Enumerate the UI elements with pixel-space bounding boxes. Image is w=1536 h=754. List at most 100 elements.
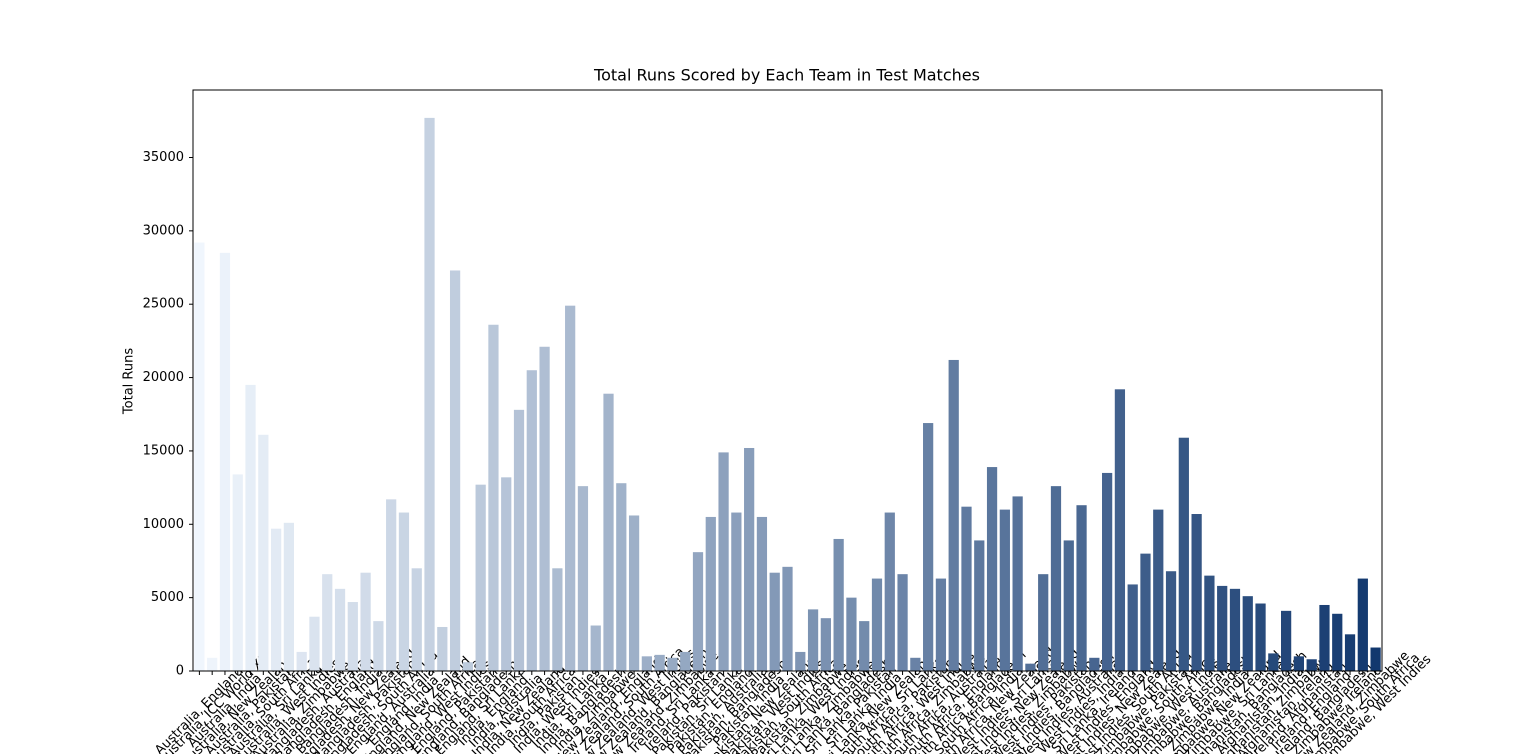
bar <box>411 568 422 671</box>
bar <box>782 566 793 671</box>
bar <box>1344 634 1356 671</box>
bar <box>539 346 550 671</box>
bar <box>680 651 691 671</box>
bar <box>334 588 346 671</box>
bar <box>1050 486 1062 671</box>
bar <box>1089 657 1100 671</box>
bar <box>449 270 461 671</box>
bar <box>974 540 985 671</box>
y-tick-label: 35000 <box>143 150 184 165</box>
bar <box>667 657 678 671</box>
chart-title: Total Runs Scored by Each Team in Test M… <box>593 66 980 85</box>
bar <box>437 626 448 671</box>
bar <box>501 477 512 671</box>
bar <box>1191 514 1202 671</box>
bar <box>603 393 614 671</box>
bar <box>1153 509 1164 671</box>
bar <box>1114 389 1126 671</box>
bar <box>1293 656 1305 671</box>
y-tick-label: 20000 <box>143 370 184 385</box>
bar <box>654 654 665 671</box>
bar <box>232 474 243 671</box>
bar <box>884 512 895 671</box>
bar <box>1255 603 1266 671</box>
bar <box>871 578 883 671</box>
bar <box>1178 437 1189 671</box>
bar <box>628 515 640 671</box>
y-tick-label: 25000 <box>143 297 184 312</box>
bar <box>1140 553 1151 671</box>
bar <box>807 609 819 671</box>
bar <box>1076 505 1087 671</box>
bar <box>526 370 537 671</box>
bar <box>386 499 397 671</box>
y-axis-label: Total Runs <box>122 348 137 415</box>
bar <box>322 574 333 671</box>
bar <box>194 242 205 671</box>
bar <box>1204 575 1215 671</box>
bar <box>258 434 269 671</box>
bar <box>961 506 972 671</box>
bar <box>859 621 870 671</box>
y-tick-label: 15000 <box>143 443 184 458</box>
bar <box>999 509 1010 671</box>
bar <box>897 574 908 671</box>
bar <box>565 305 576 671</box>
bar <box>219 252 231 671</box>
y-tick-label: 30000 <box>143 223 184 238</box>
bar <box>462 662 473 671</box>
bar <box>245 384 256 671</box>
bar <box>1217 585 1228 671</box>
bar <box>820 618 831 671</box>
bar <box>283 522 295 671</box>
bar <box>641 656 652 671</box>
bar <box>756 516 768 671</box>
plot-frame <box>192 89 1383 672</box>
bar <box>795 651 806 671</box>
bar <box>513 409 525 671</box>
y-tick-label: 5000 <box>151 590 184 605</box>
bar <box>1012 496 1023 671</box>
bar <box>398 512 410 671</box>
bar <box>846 597 857 671</box>
bar <box>590 625 601 671</box>
bar <box>986 467 998 671</box>
bar <box>488 324 499 671</box>
bar <box>424 117 435 671</box>
bar <box>910 657 921 671</box>
bar <box>744 447 755 671</box>
bar <box>1357 578 1368 671</box>
y-tick-label: 0 <box>176 664 184 679</box>
bar <box>1268 653 1279 671</box>
bar <box>577 486 589 671</box>
y-tick-label: 10000 <box>143 517 184 532</box>
bar <box>1038 574 1049 671</box>
bar <box>360 572 371 671</box>
bar <box>1127 584 1138 671</box>
bar <box>1165 571 1177 671</box>
bar <box>616 483 627 671</box>
bar <box>1229 588 1241 671</box>
bar <box>309 616 320 671</box>
bar <box>718 452 729 671</box>
bar <box>833 538 844 671</box>
bar <box>207 657 218 671</box>
bar <box>769 572 780 671</box>
bar <box>935 578 947 671</box>
bar <box>1306 659 1317 671</box>
bar <box>1242 596 1253 671</box>
bar <box>705 516 716 671</box>
bar <box>373 621 384 671</box>
bar <box>1063 540 1074 671</box>
bar <box>1280 610 1292 671</box>
bar <box>1102 472 1113 671</box>
bar <box>1025 663 1036 671</box>
bar <box>296 651 307 671</box>
bar <box>552 568 563 671</box>
bar <box>1332 613 1343 671</box>
bar <box>347 602 358 671</box>
bar <box>948 359 959 671</box>
bar <box>270 528 282 671</box>
bar <box>923 423 934 671</box>
